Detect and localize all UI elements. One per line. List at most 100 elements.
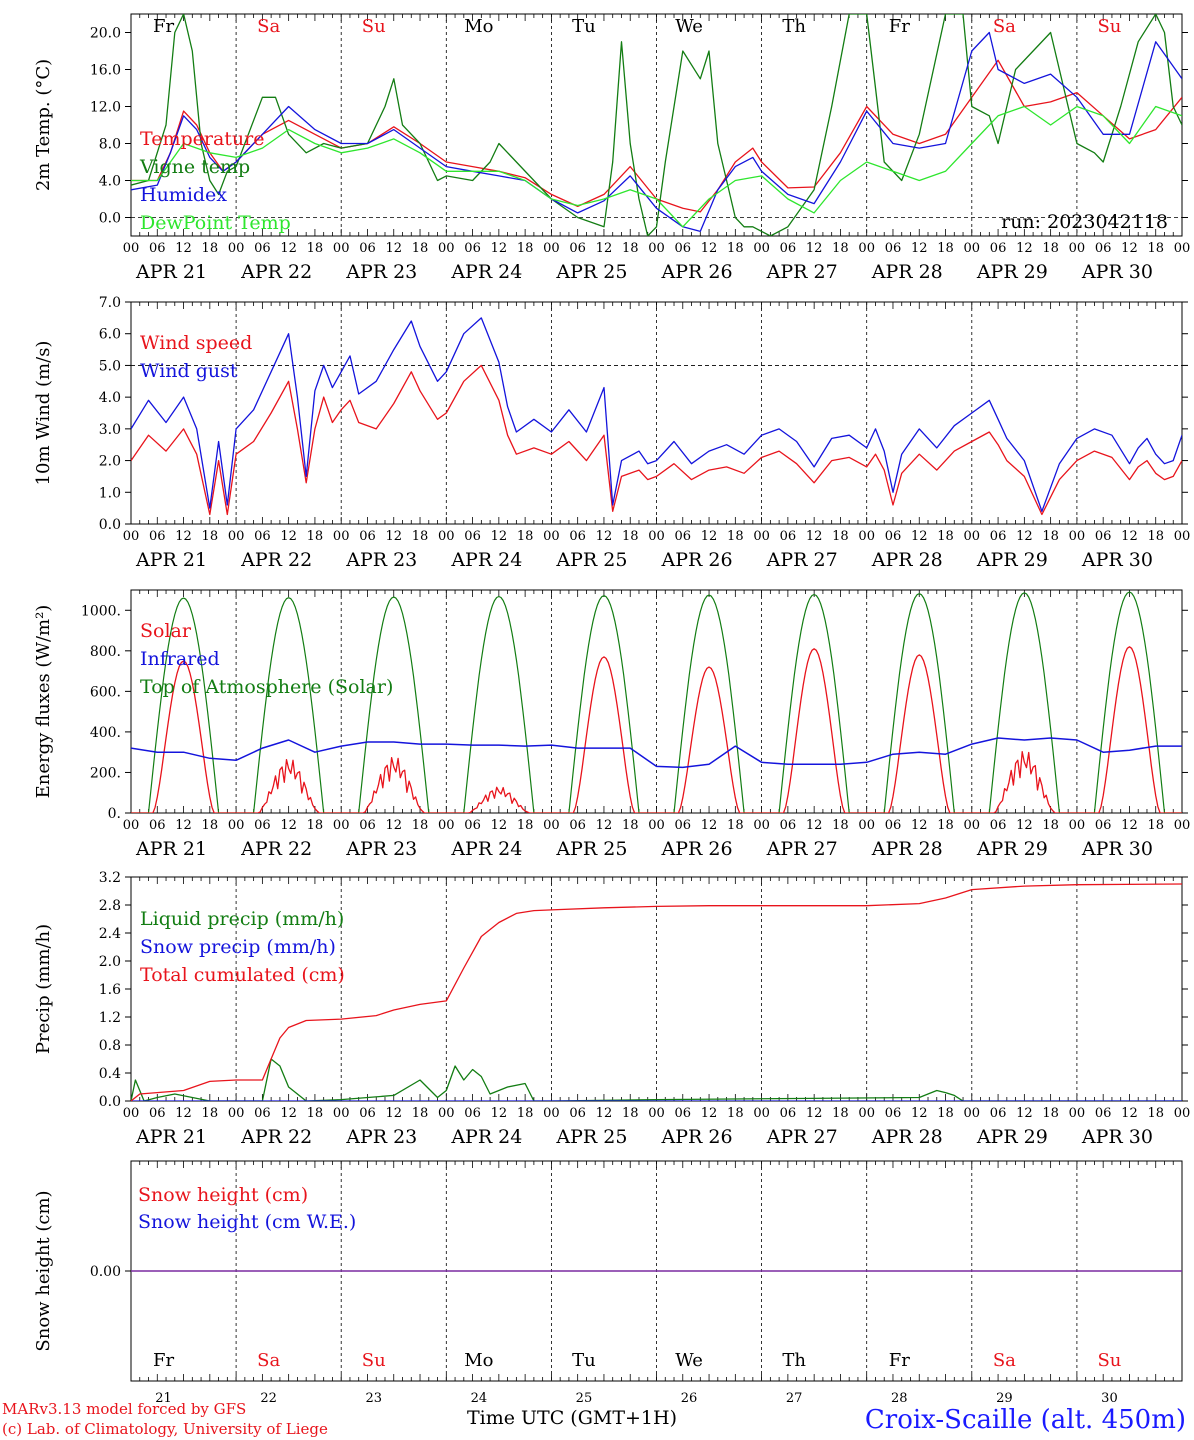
temperature-date-label: APR 30 <box>1081 261 1153 283</box>
energy-hour-label: 00 <box>543 818 560 833</box>
precip-hour-label: 06 <box>885 1106 902 1121</box>
temperature-hour-label: 18 <box>412 241 429 256</box>
precip-hour-label: 12 <box>1121 1106 1138 1121</box>
temperature-hour-label: 06 <box>359 241 376 256</box>
temperature-panel: 00 06 12 18 APR 21 00 06 12 18 APR 22 00 06 12 18 APR … <box>33 13 1190 283</box>
energy-hour-label: 18 <box>832 818 849 833</box>
wind-hour-label: 12 <box>280 529 297 544</box>
temperature-date-label: APR 22 <box>240 261 312 283</box>
precip-panel: 00 06 12 18 APR 21 00 06 12 18 APR 22 00 06 12 18 APR … <box>33 870 1190 1148</box>
energy-legend-item: Top of Atmosphere (Solar) <box>140 676 393 698</box>
precip-series-total-cumulated-cm- <box>131 883 1182 1101</box>
run-label: run: 2023042118 <box>1001 211 1168 233</box>
energy-series-solar <box>131 646 1182 813</box>
temperature-series-dewpoint-temp <box>131 105 1182 228</box>
precip-hour-label: 00 <box>858 1106 875 1121</box>
precip-hour-label: 06 <box>1095 1106 1112 1121</box>
wind-hour-label: 06 <box>149 529 166 544</box>
wind-hour-label: 12 <box>385 529 402 544</box>
temperature-hour-label: 18 <box>622 241 639 256</box>
precip-ytick-label: 2.4 <box>99 926 121 942</box>
energy-hour-label: 06 <box>359 818 376 833</box>
precip-hour-label: 06 <box>464 1106 481 1121</box>
temperature-hour-label: 00 <box>964 241 981 256</box>
precip-date-label: APR 22 <box>240 1126 312 1148</box>
energy-ytick-label: 0. <box>108 806 121 822</box>
wind-plot-area <box>131 317 1182 516</box>
wind-hour-label: 18 <box>517 529 534 544</box>
temperature-hour-label: 12 <box>1016 241 1033 256</box>
precip-hour-label: 18 <box>1042 1106 1059 1121</box>
energy-hour-label: 00 <box>1174 818 1191 833</box>
temperature-plot-area <box>131 14 1182 236</box>
day-name: Fr <box>153 1350 174 1371</box>
wind-hour-label: 06 <box>780 529 797 544</box>
energy-hour-label: 12 <box>701 818 718 833</box>
wind-hour-label: 00 <box>964 529 981 544</box>
wind-ytick-label: 0.0 <box>99 517 121 533</box>
energy-date-label: APR 22 <box>240 838 312 860</box>
energy-hour-label: 12 <box>911 818 928 833</box>
wind-hour-label: 06 <box>254 529 271 544</box>
temperature-hour-label: 12 <box>911 241 928 256</box>
temperature-legend-item: Humidex <box>140 184 227 206</box>
temperature-hour-label: 00 <box>228 241 245 256</box>
energy-hour-label: 00 <box>648 818 665 833</box>
temperature-hour-label: 12 <box>385 241 402 256</box>
energy-hour-label: 18 <box>1147 818 1164 833</box>
day-name: Th <box>782 1350 806 1371</box>
day-name: Th <box>782 16 806 37</box>
energy-frame <box>130 589 1183 814</box>
wind-hour-label: 00 <box>1069 529 1086 544</box>
precip-ytick-label: 0.4 <box>99 1066 121 1082</box>
day-name: Sa <box>257 16 280 37</box>
day-number: 30 <box>1101 1391 1118 1406</box>
precip-date-label: APR 28 <box>871 1126 943 1148</box>
day-name: Mo <box>464 1350 493 1371</box>
wind-legend-item: Wind speed <box>140 332 252 354</box>
precip-hour-label: 12 <box>911 1106 928 1121</box>
temperature-date-label: APR 26 <box>661 261 733 283</box>
temperature-legend-item: DewPoint Temp <box>140 212 291 234</box>
precip-date-label: APR 27 <box>766 1126 838 1148</box>
temperature-hour-label: 00 <box>1069 241 1086 256</box>
wind-ytick-label: 1.0 <box>99 485 121 501</box>
wind-hour-label: 18 <box>307 529 324 544</box>
energy-date-label: APR 29 <box>976 838 1048 860</box>
energy-hour-label: 18 <box>412 818 429 833</box>
precip-hour-label: 06 <box>990 1106 1007 1121</box>
wind-hour-label: 18 <box>202 529 219 544</box>
snow-legend-item: Snow height (cm W.E.) <box>138 1211 356 1233</box>
precip-legend-item: Liquid precip (mm/h) <box>140 908 344 930</box>
precip-hour-label: 06 <box>359 1106 376 1121</box>
precip-hour-label: 12 <box>280 1106 297 1121</box>
energy-hour-label: 06 <box>675 818 692 833</box>
wind-panel: 00 06 12 18 APR 21 00 06 12 18 APR 22 00 06 12 18 APR … <box>33 295 1190 571</box>
precip-hour-label: 00 <box>964 1106 981 1121</box>
day-name: Tu <box>572 16 596 37</box>
temperature-ytick-label: 20.0 <box>90 26 121 42</box>
energy-hour-label: 12 <box>491 818 508 833</box>
precip-hour-label: 12 <box>1016 1106 1033 1121</box>
temperature-hour-label: 00 <box>333 241 350 256</box>
wind-date-label: APR 28 <box>871 549 943 571</box>
wind-hour-label: 00 <box>228 529 245 544</box>
temperature-ytick-label: 0.0 <box>99 211 121 227</box>
temperature-hour-label: 06 <box>990 241 1007 256</box>
day-name: Fr <box>153 16 174 37</box>
energy-date-label: APR 24 <box>450 838 522 860</box>
precip-hour-label: 18 <box>517 1106 534 1121</box>
day-name: Su <box>362 16 386 37</box>
snow-ylabel: Snow height (cm) <box>33 1190 54 1351</box>
wind-hour-label: 06 <box>675 529 692 544</box>
energy-hour-label: 06 <box>1095 818 1112 833</box>
precip-ytick-label: 3.2 <box>99 870 121 886</box>
wind-series-wind-gust <box>131 317 1182 512</box>
wind-hour-label: 18 <box>1147 529 1164 544</box>
temperature-hour-label: 12 <box>701 241 718 256</box>
energy-hour-label: 12 <box>1121 818 1138 833</box>
temperature-hour-label: 00 <box>858 241 875 256</box>
energy-ytick-label: 600. <box>90 684 121 700</box>
footer-lab: (c) Lab. of Climatology, University of L… <box>2 1420 328 1438</box>
day-number: 27 <box>786 1391 803 1406</box>
